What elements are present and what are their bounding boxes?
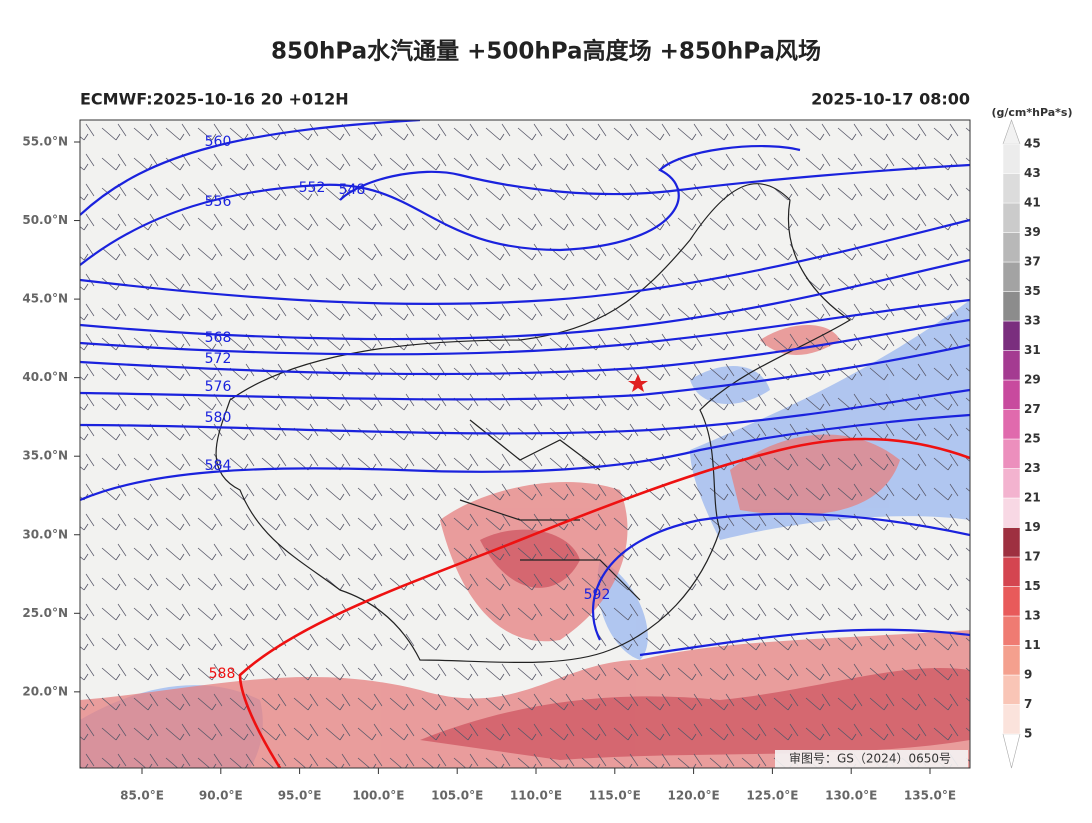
lat-label: 55.0°N [22,135,68,149]
colorbar-swatch [1002,291,1021,322]
lat-label: 20.0°N [22,684,68,698]
colorbar-swatch [1002,320,1021,351]
colorbar-label: 15 [1024,579,1041,593]
lat-label: 25.0°N [22,606,68,620]
colorbar-swatch [1002,350,1021,381]
colorbar-swatch [1002,586,1021,617]
colorbar-swatch [1002,674,1021,705]
colorbar-label: 21 [1024,491,1041,505]
colorbar-label: 31 [1024,343,1041,357]
colorbar-label: 23 [1024,461,1041,475]
colorbar-label: 29 [1024,373,1041,387]
map: 560 556 552 548 568 572 576 580 584 588 592 审图号：GS… [80,120,970,768]
title: 850hPa水汽通量 +500hPa高度场 +850hPa风场 [271,38,821,65]
lon-label: 135.0°E [904,789,956,803]
watermark: 审图号：GS（2024）0650号 [789,751,951,766]
lon-label: 100.0°E [352,789,404,803]
beijing-marker [628,374,648,392]
colorbar-swatch [1002,379,1021,410]
contour-label: 580 [205,410,232,426]
lon-label: 85.0°E [120,789,164,803]
colorbar-label: 11 [1024,638,1041,652]
valid-label: 2025-10-17 08:00 [811,90,970,109]
colorbar-label: 35 [1024,284,1041,298]
colorbar-swatch [1002,615,1021,646]
colorbar-label: 43 [1024,166,1041,180]
colorbar-label: 39 [1024,225,1041,239]
contour-label: 560 [205,134,232,150]
lon-label: 120.0°E [668,789,720,803]
colorbar-swatch [1002,232,1021,263]
colorbar-label: 41 [1024,196,1041,210]
colorbar-label: 17 [1024,550,1041,564]
colorbar-label: 25 [1024,432,1041,446]
colorbar-label: 5 [1024,727,1032,741]
wind-barbs [80,120,970,768]
colorbar-label: 27 [1024,402,1041,416]
map-frame [79,119,971,769]
colorbar-swatch [1002,143,1021,174]
contour-label: 584 [205,458,232,474]
colorbar-swatch [1002,556,1021,587]
watermark-box [775,750,968,768]
colorbar-label: 19 [1024,520,1041,534]
contour-label: 576 [205,379,232,395]
colorbar-swatch [1002,409,1021,440]
colorbar-bottom [1002,733,1021,769]
colorbar-label: 45 [1024,137,1041,151]
lat-label: 40.0°N [22,370,68,384]
lat-label: 30.0°N [22,527,68,541]
lon-label: 90.0°E [199,789,243,803]
contour-label: 588 [209,666,236,682]
contour-label: 572 [205,351,232,367]
contour-label: 568 [205,330,232,346]
colorbar-top [1002,119,1021,145]
colorbar-swatch [1002,438,1021,469]
colorbar-label: 33 [1024,314,1041,328]
colorbar-label: 9 [1024,668,1032,682]
colorbar-swatch [1002,704,1021,735]
lat-label: 35.0°N [22,449,68,463]
run-label: ECMWF:2025-10-16 20 +012H [80,90,349,109]
lon-label: 105.0°E [431,789,483,803]
contour-label: 556 [205,194,232,210]
colorbar-label: 13 [1024,609,1041,623]
lon-label: 110.0°E [510,789,562,803]
lon-label: 95.0°E [278,789,322,803]
colorbar-label: 7 [1024,697,1032,711]
colorbar-label: 37 [1024,255,1041,269]
colorbar-swatch [1002,645,1021,676]
height-contours [80,120,970,657]
lon-label: 115.0°E [589,789,641,803]
colorbar-swatch [1002,261,1021,292]
colorbar-swatch [1002,173,1021,204]
contour-label: 548 [339,182,366,198]
colorbar-swatch [1002,202,1021,233]
colorbar-swatch [1002,527,1021,558]
colorbar-swatch [1002,497,1021,528]
contour-588 [238,437,970,768]
contour-label: 552 [299,180,326,196]
lon-label: 125.0°E [746,789,798,803]
lat-label: 50.0°N [22,213,68,227]
colorbar-swatch [1002,468,1021,499]
lat-label: 45.0°N [22,292,68,306]
colorbar-unit: (g/cm*hPa*s) [991,106,1072,119]
contour-label: 592 [584,587,611,603]
lon-label: 130.0°E [825,789,877,803]
